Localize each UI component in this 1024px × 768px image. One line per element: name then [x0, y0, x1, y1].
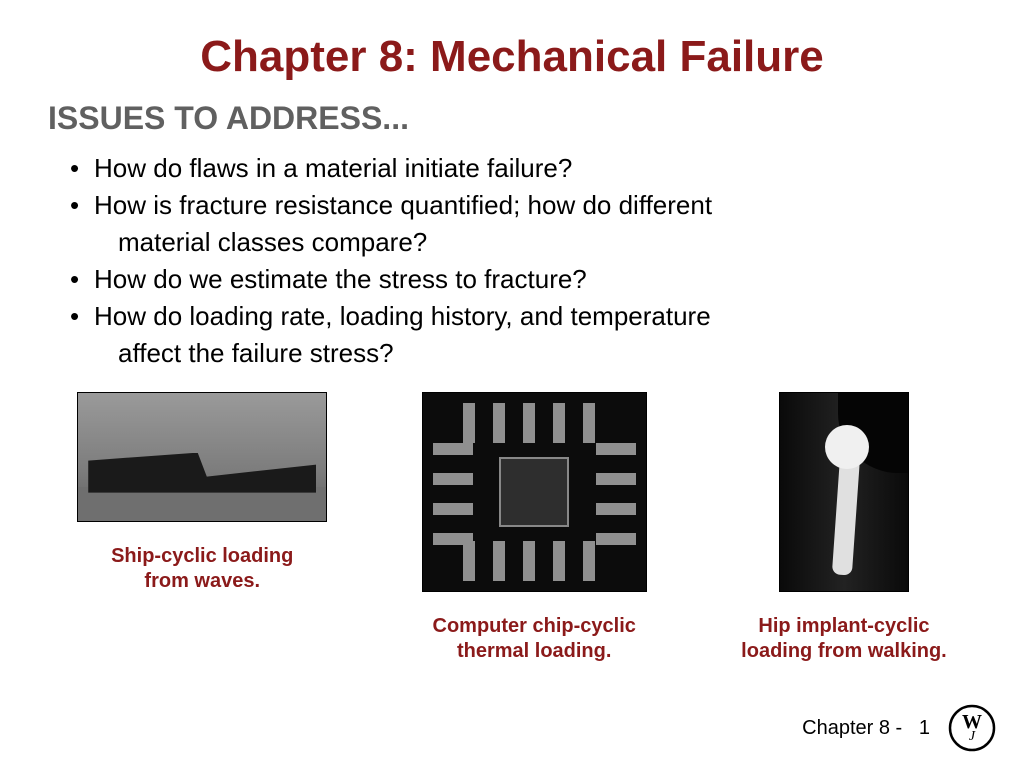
chip-pin-shape [493, 403, 505, 443]
ship-image [77, 392, 327, 522]
figure-ship: Ship-cyclic loading from waves. [77, 392, 327, 594]
chip-pin-shape [523, 541, 535, 581]
ship-hull-shape [88, 453, 316, 493]
slide-title: Chapter 8: Mechanical Failure [0, 0, 1024, 100]
chip-pin-shape [433, 503, 473, 515]
chip-image [422, 392, 647, 592]
bullet-item: •How do loading rate, loading history, a… [70, 299, 974, 334]
bullet-text: How do loading rate, loading history, an… [94, 301, 711, 331]
bullet-item: •How is fracture resistance quantified; … [70, 188, 974, 223]
chip-pin-shape [433, 533, 473, 545]
chip-pin-shape [463, 403, 475, 443]
chip-pin-shape [463, 541, 475, 581]
bullet-continuation: affect the failure stress? [70, 336, 974, 371]
chip-pin-shape [433, 473, 473, 485]
svg-text:J: J [969, 729, 976, 744]
figures-row: Ship-cyclic loading from waves. [0, 374, 1024, 664]
chip-die-shape [499, 457, 569, 527]
chapter-label: Chapter 8 - [802, 717, 908, 739]
figure-caption: Hip implant-cyclic loading from walking. [741, 614, 947, 664]
caption-line: Hip implant-cyclic [758, 615, 929, 637]
chip-pin-shape [596, 473, 636, 485]
chip-pin-shape [583, 541, 595, 581]
caption-line: Computer chip-cyclic [433, 615, 636, 637]
footer-text: Chapter 8 - 1 [802, 717, 930, 740]
chip-pin-shape [596, 443, 636, 455]
figure-hip: Hip implant-cyclic loading from walking. [741, 392, 947, 664]
page-number: 1 [919, 717, 930, 739]
caption-line: Ship-cyclic loading [111, 545, 293, 567]
bullet-continuation: material classes compare? [70, 225, 974, 260]
bullet-text: How is fracture resistance quantified; h… [94, 190, 712, 220]
caption-line: loading from walking. [741, 640, 947, 662]
figure-chip: Computer chip-cyclic thermal loading. [422, 392, 647, 664]
bullet-item: •How do flaws in a material initiate fai… [70, 151, 974, 186]
hip-ball-shape [825, 425, 869, 469]
figure-caption: Computer chip-cyclic thermal loading. [433, 614, 636, 664]
chip-pin-shape [523, 403, 535, 443]
bullet-text: How do flaws in a material initiate fail… [94, 153, 572, 183]
chip-pin-shape [433, 443, 473, 455]
chip-pin-shape [596, 503, 636, 515]
slide-subtitle: ISSUES TO ADDRESS... [0, 100, 1024, 151]
caption-line: thermal loading. [457, 640, 611, 662]
hip-image [779, 392, 909, 592]
hip-stem-shape [832, 454, 860, 575]
bullet-item: •How do we estimate the stress to fractu… [70, 262, 974, 297]
bullet-text: How do we estimate the stress to fractur… [94, 264, 587, 294]
slide-footer: Chapter 8 - 1 W J [802, 704, 996, 752]
chip-pin-shape [553, 541, 565, 581]
figure-caption: Ship-cyclic loading from waves. [111, 544, 293, 594]
caption-line: from waves. [144, 570, 260, 592]
chip-pin-shape [583, 403, 595, 443]
chip-pin-shape [493, 541, 505, 581]
publisher-logo-icon: W J [948, 704, 996, 752]
bullet-list: •How do flaws in a material initiate fai… [0, 151, 1024, 372]
chip-pin-shape [553, 403, 565, 443]
chip-pin-shape [596, 533, 636, 545]
